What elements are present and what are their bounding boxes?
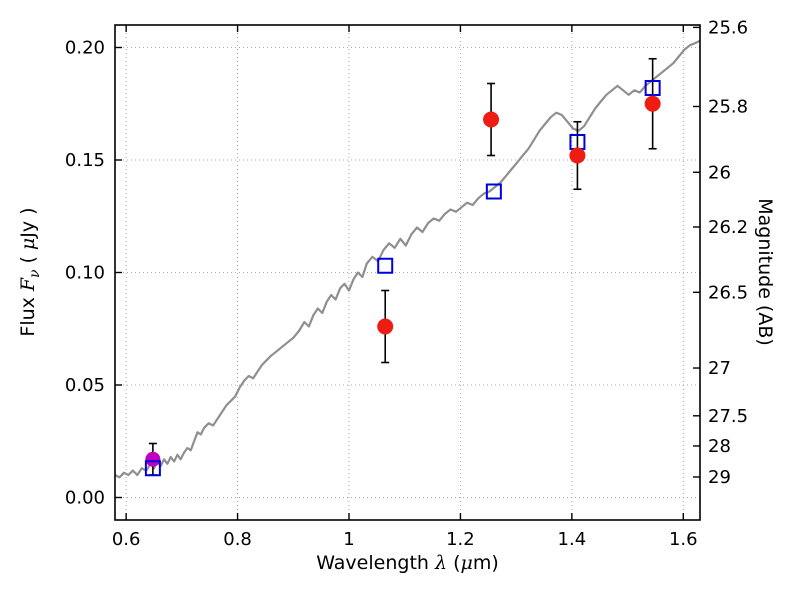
y-tick-label: 0.15: [65, 150, 105, 171]
x-tick-label: 1.6: [669, 529, 698, 550]
y-axis-unit-open: (: [17, 250, 40, 270]
y-tick-label: 0.10: [65, 263, 105, 284]
mu-symbol: μ: [460, 552, 473, 574]
observed-photometry-marker: [644, 95, 661, 112]
nu-subscript: ν: [26, 269, 43, 278]
y-tick-label: 0.05: [65, 375, 105, 396]
x-tick-label: 0.6: [112, 529, 141, 550]
y-tick-label: 0.00: [65, 488, 105, 509]
mu-symbol-flux: μ: [17, 237, 40, 251]
model-spectrum-line: [114, 39, 701, 479]
optical-point-marker: [145, 451, 161, 467]
x-axis-label-word: Wavelength: [316, 552, 429, 574]
magnitude-tick-label: 25.8: [708, 96, 748, 117]
x-axis-unit-open: (: [453, 552, 461, 574]
observed-photometry-marker: [377, 318, 394, 335]
magnitude-tick-label: 29: [708, 467, 731, 488]
x-axis-label: Wavelength λ (μm): [115, 552, 700, 574]
magnitude-tick-label: 26.5: [708, 282, 748, 303]
y-axis-label-left: Flux Fν ( μJy ): [17, 207, 43, 336]
x-tick-label: 1.2: [446, 529, 475, 550]
lambda-symbol: λ: [434, 552, 448, 574]
model-photometry-marker: [144, 460, 161, 477]
x-tick-label: 1.4: [558, 529, 587, 550]
magnitude-tick-label: 26.2: [708, 217, 748, 238]
magnitude-axis-label: Magnitude (AB): [754, 198, 776, 346]
observed-photometry-marker: [483, 111, 500, 128]
model-photometry-marker: [377, 257, 394, 274]
x-axis-unit-close: m): [472, 552, 499, 574]
y-axis-label-word: Flux: [17, 297, 40, 337]
magnitude-tick-label: 25.6: [708, 17, 748, 38]
flux-symbol: F: [17, 277, 40, 292]
model-photometry-marker: [485, 183, 502, 200]
y-axis-unit-close: Jy ): [17, 207, 40, 238]
x-tick-label: 1: [343, 529, 354, 550]
observed-photometry-marker: [569, 147, 586, 164]
magnitude-tick-label: 27: [708, 358, 731, 379]
x-tick-label: 0.8: [223, 529, 252, 550]
y-axis-label-right: Magnitude (AB): [754, 198, 776, 346]
y-tick-label: 0.20: [65, 38, 105, 59]
magnitude-tick-label: 28: [708, 436, 731, 457]
magnitude-tick-label: 26: [708, 162, 731, 183]
model-photometry-marker: [644, 80, 661, 96]
magnitude-tick-label: 27.5: [708, 406, 748, 427]
